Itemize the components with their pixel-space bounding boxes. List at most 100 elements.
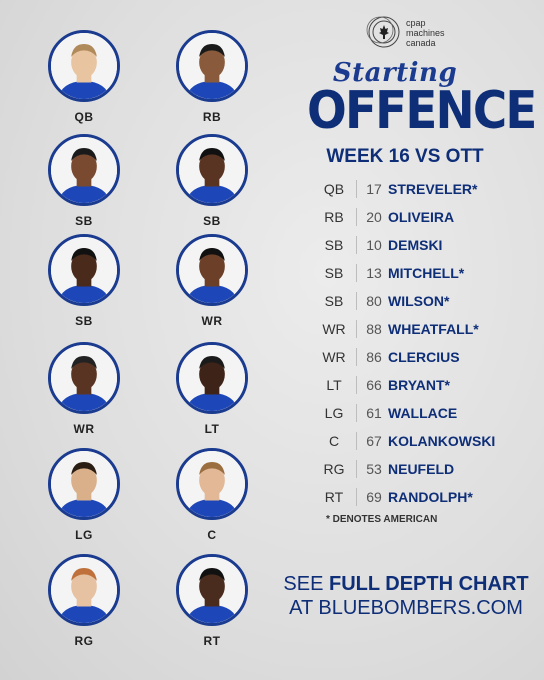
roster-divider (356, 432, 357, 450)
roster-player-name: STREVELER* (388, 181, 478, 197)
headshot-position-label: LG (75, 528, 93, 542)
headshot-position-label: WR (201, 314, 223, 328)
roster-position: RG (323, 461, 345, 477)
player-photo-icon (51, 137, 117, 203)
headshot-position-label: RT (203, 634, 221, 648)
roster-row: WR 88 WHEATFALL* (316, 316, 516, 344)
headshot-position-label: C (207, 528, 217, 542)
roster-jersey-number: 86 (366, 349, 382, 365)
player-photo-icon (51, 451, 117, 517)
player-headshot (48, 554, 120, 626)
roster-row: RB 20 OLIVEIRA (316, 204, 516, 232)
headshot-position-label: SB (203, 214, 221, 228)
roster-divider (356, 320, 357, 338)
roster-jersey-number: 53 (366, 461, 382, 477)
player-photo-icon (51, 557, 117, 623)
player-photo-icon (179, 237, 245, 303)
roster-row: SB 10 DEMSKI (316, 232, 516, 260)
player-headshot (176, 342, 248, 414)
roster-jersey-number: 20 (366, 209, 382, 225)
roster-jersey-number: 17 (366, 181, 382, 197)
headshot-position-label: SB (75, 214, 93, 228)
player-photo-icon (51, 345, 117, 411)
roster-position: WR (322, 349, 346, 365)
title-script: Starting (332, 58, 458, 88)
roster-divider (356, 376, 357, 394)
roster-divider (356, 236, 357, 254)
roster-player-name: DEMSKI (388, 237, 443, 253)
roster-position: LT (326, 377, 342, 393)
roster-divider (356, 208, 357, 226)
roster-position: RB (324, 209, 344, 225)
cta-line-2: AT BLUEBOMBERS.COM (289, 597, 523, 619)
roster-jersey-number: 80 (366, 293, 382, 309)
roster-position: SB (324, 237, 344, 253)
roster-jersey-number: 88 (366, 321, 382, 337)
roster-player-name: BRYANT* (388, 377, 450, 393)
roster-divider (356, 488, 357, 506)
sponsor-line-1: cpap (406, 18, 426, 28)
player-photo-icon (51, 237, 117, 303)
headshot-position-label: LT (204, 422, 220, 436)
roster-list: QB 17 STREVELER* RB 20 OLIVEIRA SB 10 DEMSKI SB 13… (316, 176, 516, 512)
player-photo-icon (179, 137, 245, 203)
roster-player-name: RANDOLPH* (388, 489, 473, 505)
player-headshot (176, 30, 248, 102)
player-headshot (48, 342, 120, 414)
roster-player-name: WALLACE (388, 405, 458, 421)
roster-position: C (328, 433, 340, 449)
roster-player-name: KOLANKOWSKI (388, 433, 496, 449)
roster-jersey-number: 66 (366, 377, 382, 393)
roster-row: RT 69 RANDOLPH* (316, 484, 516, 512)
roster-player-name: WHEATFALL* (388, 321, 479, 337)
maple-leaf-circles-icon (366, 16, 400, 48)
player-headshot (48, 448, 120, 520)
player-headshot (48, 234, 120, 306)
roster-divider (356, 180, 357, 198)
roster-divider (356, 460, 357, 478)
roster-player-name: MITCHELL* (388, 265, 465, 281)
game-subtitle: WEEK 16 VS OTT (326, 146, 484, 167)
roster-position: RT (324, 489, 344, 505)
roster-row: QB 17 STREVELER* (316, 176, 516, 204)
headshot-position-label: WR (73, 422, 95, 436)
roster-player-name: OLIVEIRA (388, 209, 455, 225)
roster-row: WR 86 CLERCIUS (316, 344, 516, 372)
sponsor-line-2: machines (406, 28, 445, 38)
roster-player-name: CLERCIUS (388, 349, 460, 365)
roster-player-name: WILSON* (388, 293, 450, 309)
roster-divider (356, 404, 357, 422)
headshot-position-label: RG (74, 634, 94, 648)
roster-divider (356, 292, 357, 310)
roster-position: QB (323, 181, 345, 197)
roster-position: WR (322, 321, 346, 337)
sponsor-logo: cpap machines canada (366, 10, 456, 56)
player-photo-icon (179, 33, 245, 99)
cta-line-1: SEE FULL DEPTH CHART (270, 572, 542, 596)
roster-position: LG (324, 405, 344, 421)
player-headshot (176, 134, 248, 206)
roster-jersey-number: 67 (366, 433, 382, 449)
player-photo-icon (179, 451, 245, 517)
sponsor-text: cpap machines canada (406, 18, 445, 48)
roster-row: SB 13 MITCHELL* (316, 260, 516, 288)
sponsor-line-3: canada (406, 38, 436, 48)
player-photo-icon (51, 33, 117, 99)
roster-row: LT 66 BRYANT* (316, 372, 516, 400)
roster-row: SB 80 WILSON* (316, 288, 516, 316)
roster-divider (356, 348, 357, 366)
roster-position: SB (324, 265, 344, 281)
depth-chart-cta: SEE FULL DEPTH CHART AT BLUEBOMBERS.COM (270, 572, 542, 620)
player-photo-icon (179, 345, 245, 411)
cta-full-depth-chart: FULL DEPTH CHART (328, 573, 529, 595)
player-headshot (176, 554, 248, 626)
roster-row: RG 53 NEUFELD (316, 456, 516, 484)
player-headshot (48, 30, 120, 102)
headshot-position-label: RB (202, 110, 222, 124)
roster-row: LG 61 WALLACE (316, 400, 516, 428)
roster-jersey-number: 13 (366, 265, 382, 281)
title-main: OFFENCE (307, 81, 537, 141)
headshot-position-label: QB (74, 110, 94, 124)
roster-jersey-number: 10 (366, 237, 382, 253)
